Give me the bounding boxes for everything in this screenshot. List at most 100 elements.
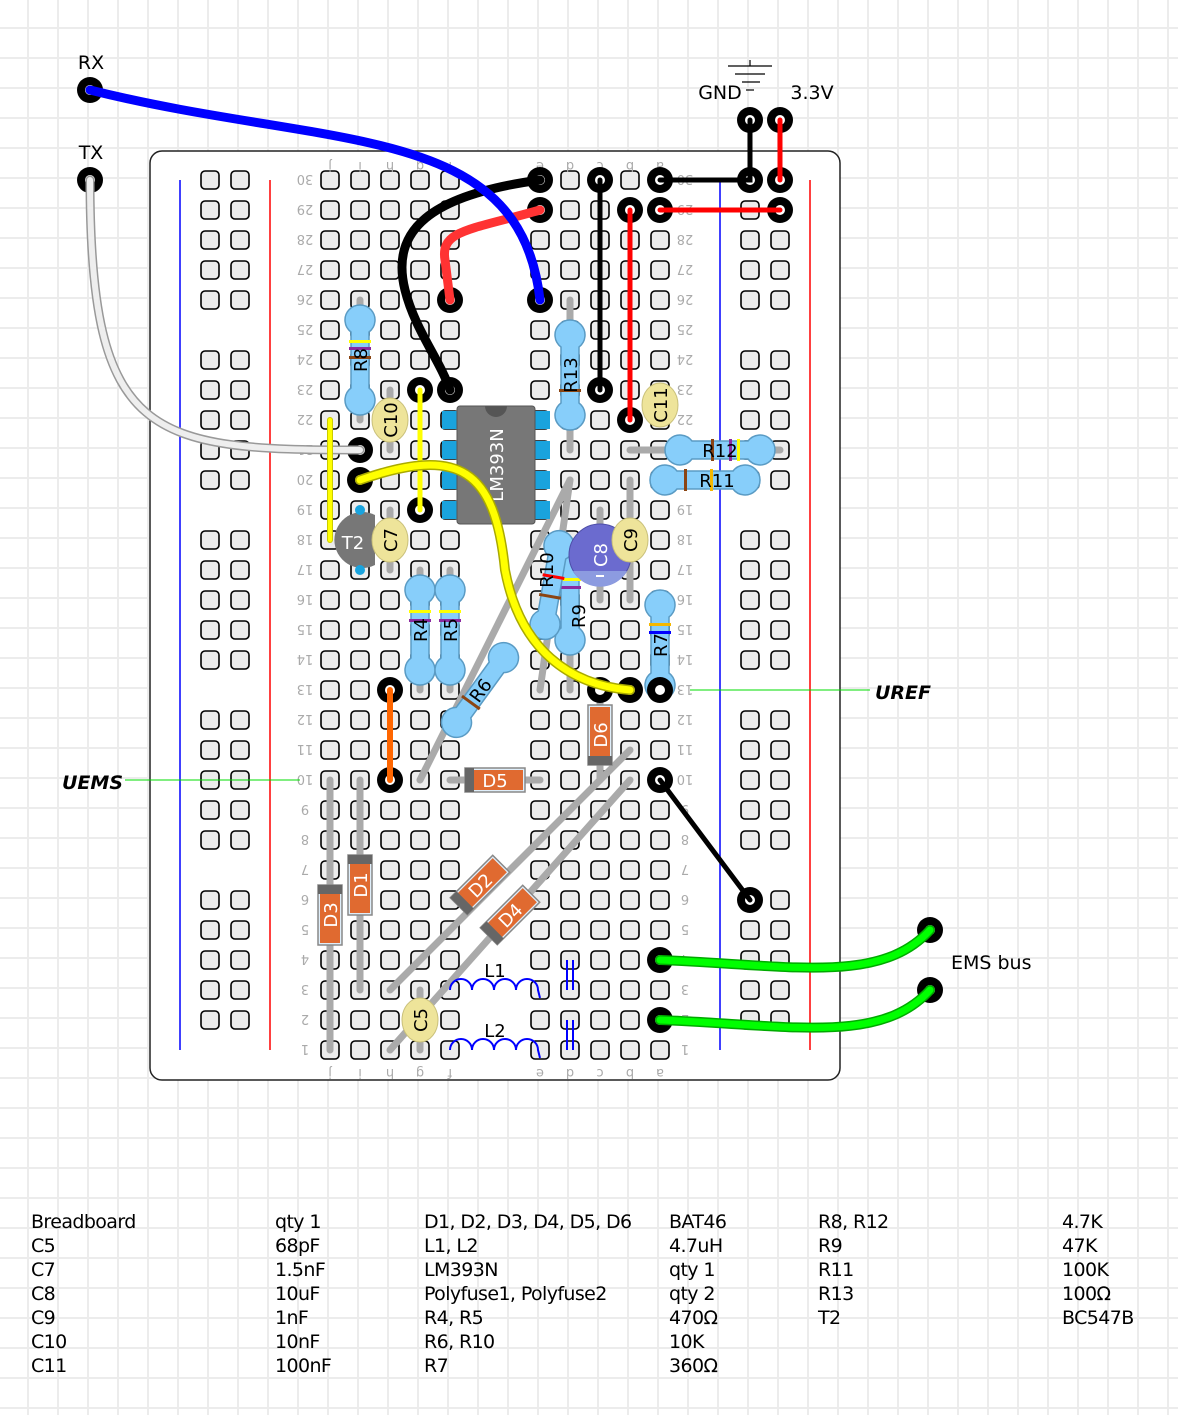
rail-hole[interactable] xyxy=(740,590,760,610)
breadboard-hole[interactable] xyxy=(410,890,430,910)
rail-hole[interactable] xyxy=(770,830,790,850)
breadboard-hole[interactable] xyxy=(620,710,640,730)
rail-hole[interactable] xyxy=(200,350,220,370)
breadboard-hole[interactable] xyxy=(350,200,370,220)
breadboard-hole[interactable] xyxy=(560,890,580,910)
breadboard-hole[interactable] xyxy=(650,350,670,370)
rail-hole[interactable] xyxy=(200,800,220,820)
rail-hole[interactable] xyxy=(230,170,250,190)
rail-hole[interactable] xyxy=(770,530,790,550)
inductor-l2[interactable]: L2 xyxy=(449,1021,541,1059)
breadboard-hole[interactable] xyxy=(620,170,640,190)
rail-hole[interactable] xyxy=(740,620,760,640)
rail-hole[interactable] xyxy=(230,740,250,760)
rail-hole[interactable] xyxy=(200,950,220,970)
breadboard-hole[interactable] xyxy=(650,260,670,280)
rail-hole[interactable] xyxy=(740,770,760,790)
wire-ems-2[interactable] xyxy=(656,986,934,1032)
breadboard-hole[interactable] xyxy=(320,710,340,730)
rail-hole[interactable] xyxy=(230,200,250,220)
rail-hole[interactable] xyxy=(200,560,220,580)
breadboard-hole[interactable] xyxy=(620,1040,640,1060)
rail-hole[interactable] xyxy=(230,920,250,940)
breadboard-hole[interactable] xyxy=(590,650,610,670)
breadboard-hole[interactable] xyxy=(320,740,340,760)
breadboard-hole[interactable] xyxy=(380,620,400,640)
breadboard-hole[interactable] xyxy=(530,350,550,370)
rail-hole[interactable] xyxy=(770,380,790,400)
breadboard-hole[interactable] xyxy=(320,200,340,220)
rail-hole[interactable] xyxy=(740,530,760,550)
breadboard-hole[interactable] xyxy=(320,230,340,250)
breadboard-hole[interactable] xyxy=(560,980,580,1000)
breadboard-hole[interactable] xyxy=(590,1040,610,1060)
rail-hole[interactable] xyxy=(200,380,220,400)
inductor-l1[interactable]: L1 xyxy=(449,961,541,999)
breadboard-hole[interactable] xyxy=(620,980,640,1000)
rail-hole[interactable] xyxy=(770,770,790,790)
breadboard-hole[interactable] xyxy=(350,680,370,700)
capacitor-c9[interactable]: C9 xyxy=(611,517,649,563)
rail-hole[interactable] xyxy=(200,620,220,640)
rail-hole[interactable] xyxy=(740,920,760,940)
rail-hole[interactable] xyxy=(200,410,220,430)
breadboard-hole[interactable] xyxy=(440,860,460,880)
breadboard-hole[interactable] xyxy=(350,1040,370,1060)
breadboard-hole[interactable] xyxy=(530,710,550,730)
breadboard-hole[interactable] xyxy=(320,170,340,190)
diode-d5[interactable]: D5 xyxy=(464,767,526,793)
rail-hole[interactable] xyxy=(740,290,760,310)
rail-hole[interactable] xyxy=(200,170,220,190)
breadboard-hole[interactable] xyxy=(560,770,580,790)
resistor-r13[interactable]: R13 xyxy=(554,319,586,431)
rail-hole[interactable] xyxy=(200,470,220,490)
rail-hole[interactable] xyxy=(230,620,250,640)
breadboard-hole[interactable] xyxy=(380,200,400,220)
rail-hole[interactable] xyxy=(230,290,250,310)
breadboard-hole[interactable] xyxy=(380,650,400,670)
rail-hole[interactable] xyxy=(200,920,220,940)
breadboard-hole[interactable] xyxy=(590,950,610,970)
breadboard-hole[interactable] xyxy=(380,350,400,370)
rail-hole[interactable] xyxy=(770,710,790,730)
breadboard-hole[interactable] xyxy=(380,260,400,280)
breadboard-hole[interactable] xyxy=(530,740,550,760)
breadboard-hole[interactable] xyxy=(620,650,640,670)
breadboard-hole[interactable] xyxy=(380,230,400,250)
rail-hole[interactable] xyxy=(740,260,760,280)
wire-rx[interactable] xyxy=(85,85,545,305)
rail-hole[interactable] xyxy=(200,590,220,610)
breadboard-hole[interactable] xyxy=(590,980,610,1000)
breadboard-hole[interactable] xyxy=(530,320,550,340)
breadboard-hole[interactable] xyxy=(440,950,460,970)
breadboard-hole[interactable] xyxy=(410,740,430,760)
breadboard-hole[interactable] xyxy=(350,260,370,280)
breadboard-hole[interactable] xyxy=(530,800,550,820)
resistor-r4[interactable]: R4 xyxy=(404,574,436,686)
rail-hole[interactable] xyxy=(230,980,250,1000)
breadboard-hole[interactable] xyxy=(590,1010,610,1030)
breadboard-hole[interactable] xyxy=(560,170,580,190)
breadboard-hole[interactable] xyxy=(560,260,580,280)
wire-tx[interactable] xyxy=(87,177,363,453)
breadboard-hole[interactable] xyxy=(650,290,670,310)
rail-hole[interactable] xyxy=(200,650,220,670)
breadboard-hole[interactable] xyxy=(650,740,670,760)
breadboard-hole[interactable] xyxy=(530,380,550,400)
breadboard-hole[interactable] xyxy=(410,530,430,550)
diode-d6[interactable]: D6 xyxy=(587,704,613,766)
breadboard-hole[interactable] xyxy=(620,860,640,880)
rail-hole[interactable] xyxy=(740,980,760,1000)
rail-hole[interactable] xyxy=(230,530,250,550)
rail-hole[interactable] xyxy=(770,560,790,580)
breadboard-hole[interactable] xyxy=(620,920,640,940)
breadboard-hole[interactable] xyxy=(590,920,610,940)
breadboard-hole[interactable] xyxy=(530,980,550,1000)
rail-hole[interactable] xyxy=(770,980,790,1000)
rail-hole[interactable] xyxy=(770,890,790,910)
breadboard-hole[interactable] xyxy=(410,350,430,370)
breadboard-hole[interactable] xyxy=(620,830,640,850)
breadboard-hole[interactable] xyxy=(320,380,340,400)
breadboard-hole[interactable] xyxy=(410,830,430,850)
rail-hole[interactable] xyxy=(770,620,790,640)
